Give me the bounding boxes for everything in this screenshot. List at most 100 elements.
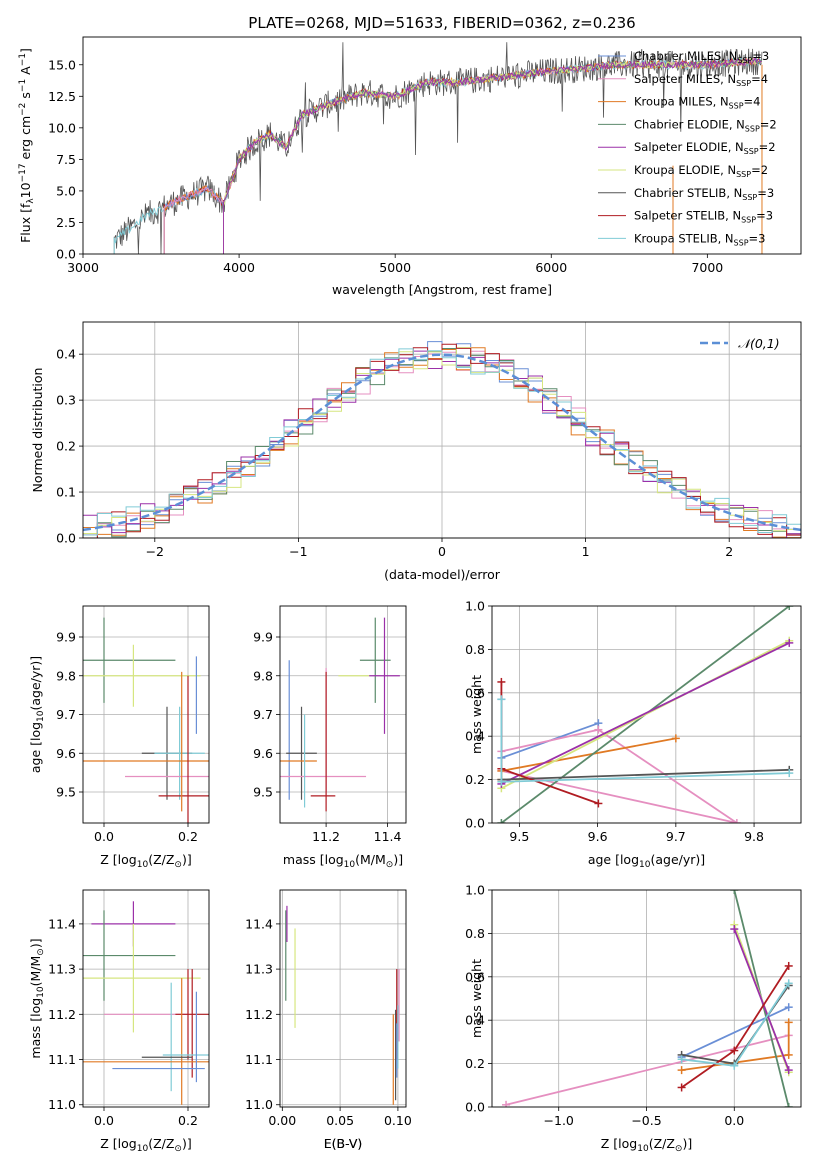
x-axis-label: mass [log10(M/M⊙)]	[283, 852, 403, 870]
y-axis-label: age [log10(age/yr)]	[28, 656, 46, 773]
weight-marker	[730, 1061, 739, 1070]
grid	[280, 890, 406, 1107]
y-tick-label: 11.4	[48, 916, 76, 931]
y-tick-label: 0.4	[56, 347, 76, 362]
weight-line	[500, 699, 790, 783]
errorbar-point	[83, 644, 201, 707]
weight-marker	[784, 961, 793, 970]
y-label-sub: λ	[26, 198, 36, 204]
axes: −2 −1 0 1 2 0.0 0.1 0.2 0.3 0.4 𝒩(0,1) (data-model)…	[30, 321, 802, 582]
y-tick-label: 9.5	[253, 785, 273, 800]
y-tick-label: 15.0	[48, 57, 76, 72]
legend-sub: SSP	[736, 79, 751, 88]
weight-marker	[677, 1055, 686, 1064]
x-label-end: )]	[682, 1136, 692, 1151]
x-axis-label: Z [log10(Z/Z⊙)]	[100, 1136, 191, 1154]
weight-marker	[784, 979, 793, 988]
errorbar-point	[83, 910, 176, 1001]
legend-entry: Kroupa STELIB, NSSP=3	[634, 231, 765, 247]
legend-label: Salpeter MILES, N	[634, 72, 736, 86]
y-tick-label: 0.6	[465, 685, 485, 700]
weight-marker	[497, 695, 506, 704]
x-tick-label: −0.5	[631, 1113, 661, 1128]
y-tick-label: 9.8	[253, 668, 273, 683]
x-label-rest: (Z/Z	[148, 1136, 174, 1151]
axes-frame	[82, 321, 802, 539]
x-label-part: Z [log	[601, 1136, 637, 1151]
x-axis-label: wavelength [Angstrom, rest frame]	[332, 282, 552, 297]
weight-line	[505, 1034, 789, 1106]
x-label-part: mass [log	[283, 852, 344, 867]
weight-line	[501, 642, 790, 785]
x-label-sub: 10	[639, 860, 651, 870]
y-tick-label: 9.8	[56, 668, 76, 683]
y-tick-label: 0.4	[465, 729, 485, 744]
y-tick-label: 0.2	[465, 772, 485, 787]
weight-marker	[671, 734, 680, 743]
y-tick-label: 11.1	[48, 1052, 76, 1067]
x-label-sub: 10	[637, 1144, 649, 1154]
weight-line	[681, 1006, 790, 1058]
x-axis-label: Z [log10(Z/Z⊙)]	[100, 852, 191, 870]
weight-marker	[677, 1066, 686, 1075]
legend-value: =3	[757, 186, 774, 200]
y-label-exp: −1	[18, 53, 28, 66]
grid	[280, 606, 406, 823]
x-label-part: E(B-V)	[324, 1136, 363, 1151]
axes: −1.0 −0.5 0.0 0.0 0.2 0.4 0.6 0.8 1.0 Z [log10(Z/…	[465, 883, 802, 1154]
y-tick-label: 0.2	[465, 1056, 485, 1071]
x-label-rest: (Z/Z	[649, 1136, 675, 1151]
x-tick-label: 0.0	[724, 1113, 744, 1128]
legend-entry: Chabrier MILES, NSSP=3	[634, 49, 769, 65]
y-axis-label: mass weight	[469, 675, 484, 754]
y-label-sun: ⊙	[36, 948, 46, 956]
x-label-end: )]	[182, 1136, 192, 1151]
legend-label: Kroupa ELODIE, N	[634, 163, 736, 177]
y-tick-label: 11.3	[48, 962, 76, 977]
plot-area	[497, 606, 794, 823]
errorbar-point	[359, 617, 391, 703]
gaussian-curve	[83, 353, 801, 532]
legend-value: =3	[749, 231, 766, 245]
y-tick-label: 12.5	[48, 89, 76, 104]
x-tick-label: 0.05	[326, 1113, 354, 1128]
y-label-part: Flux [f	[18, 203, 33, 243]
x-label-part: Z [log	[100, 852, 136, 867]
x-tick-label: 9.5	[509, 829, 529, 844]
legend-entry: Salpeter MILES, NSSP=4	[634, 72, 768, 88]
x-axis-label: age [log10(age/yr)]	[588, 852, 705, 870]
x-label-end: )]	[393, 852, 403, 867]
legend-entry: Chabrier ELODIE, NSSP=2	[634, 117, 777, 133]
axes-frame	[491, 889, 802, 1108]
x-label-end: )]	[182, 852, 192, 867]
y-label-part: erg cm	[18, 116, 33, 164]
x-axis-label: Z [log10(Z/Z⊙)]	[601, 1136, 692, 1154]
legend-label: Chabrier MILES, N	[634, 49, 737, 63]
y-tick-label: 7.5	[56, 152, 76, 167]
y-label-exp: −17	[18, 163, 28, 182]
x-tick-label: 0.0	[94, 1113, 114, 1128]
y-tick-label: 9.6	[56, 746, 76, 761]
y-tick-label: 0.2	[56, 439, 76, 454]
x-tick-label: −1.0	[544, 1113, 574, 1128]
plot-area	[285, 905, 400, 1105]
plot-area	[83, 617, 209, 823]
weight-marker	[497, 777, 506, 786]
weight-marker	[677, 1083, 686, 1092]
legend-sub: SSP	[736, 170, 751, 179]
legend-value: =3	[756, 209, 773, 223]
y-tick-label: 11.1	[245, 1052, 273, 1067]
legend-value: =3	[752, 49, 769, 63]
x-tick-label: 5000	[379, 260, 411, 275]
legend-sub: SSP	[737, 56, 752, 65]
weight-marker	[784, 1003, 793, 1012]
legend-entry: Salpeter ELODIE, NSSP=2	[634, 140, 776, 156]
legend-entry: Kroupa MILES, NSSP=4	[634, 95, 760, 111]
figure-title: PLATE=0268, MJD=51633, FIBERID=0362, z=0…	[248, 14, 635, 32]
legend-label: Chabrier STELIB, N	[634, 186, 742, 200]
weight-marker	[784, 1050, 793, 1059]
legend-label: Salpeter ELODIE, N	[634, 140, 744, 154]
y-tick-label: 11.0	[48, 1097, 76, 1112]
